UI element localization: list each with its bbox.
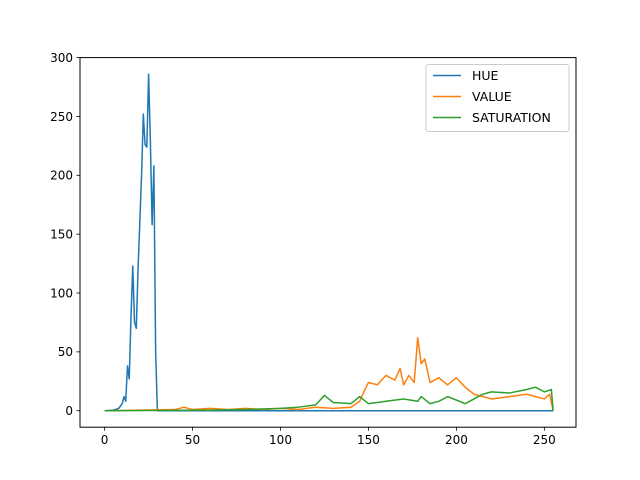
y-tick-label: 0: [65, 404, 73, 418]
x-tick-label: 100: [269, 433, 292, 447]
y-tick-label: 50: [58, 345, 73, 359]
legend-box: [425, 64, 570, 132]
legend-label-saturation: SATURATION: [472, 110, 551, 125]
x-tick-label: 250: [533, 433, 556, 447]
legend: HUE VALUE SATURATION: [425, 64, 570, 132]
series-line-hue: [104, 73, 554, 412]
y-tick-label: 100: [50, 286, 73, 300]
series-line-saturation: [104, 386, 554, 412]
x-tick-label: 150: [357, 433, 380, 447]
y-tick-label: 300: [50, 51, 73, 65]
y-tick-label: 250: [50, 110, 73, 124]
legend-label-value: VALUE: [472, 89, 512, 104]
legend-label-hue: HUE: [472, 68, 499, 83]
x-tick-label: 0: [101, 433, 109, 447]
x-tick-label: 200: [445, 433, 468, 447]
y-tick-label: 200: [50, 169, 73, 183]
plot-lines: [104, 73, 554, 412]
axis-ticks: 0 50 100 150 200 250 0 50 100 150 200 250 300: [50, 51, 556, 447]
plot-frame: [79, 57, 577, 428]
y-tick-label: 150: [50, 227, 73, 241]
x-tick-label: 50: [185, 433, 200, 447]
